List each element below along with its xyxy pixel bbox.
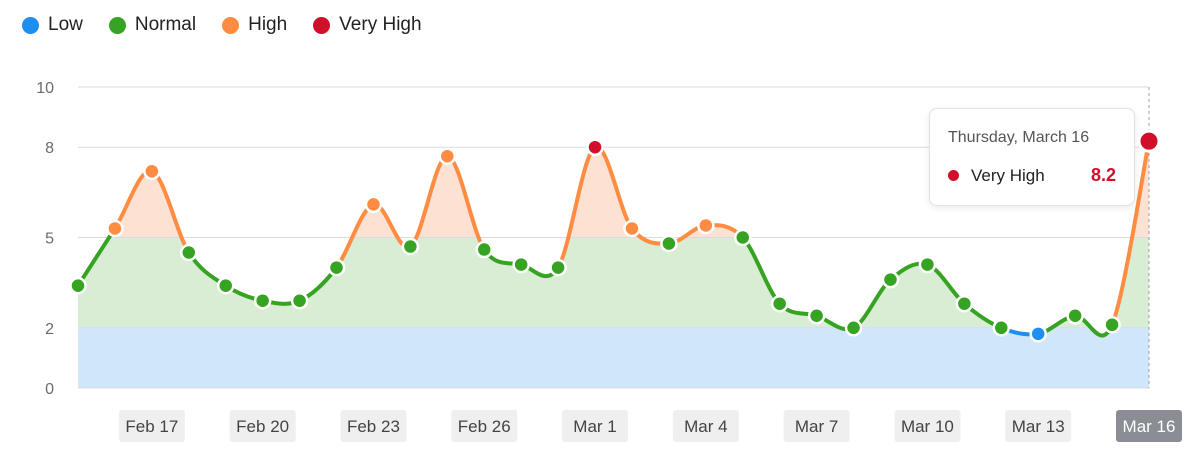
y-tick-label: 5 xyxy=(45,231,54,248)
x-tick-bg xyxy=(118,410,185,442)
data-point xyxy=(918,255,937,274)
legend-label-very-high: Very High xyxy=(339,14,422,35)
x-tick-label: Feb 26 xyxy=(458,417,511,436)
data-point xyxy=(881,270,900,289)
data-point xyxy=(475,240,493,259)
legend-item-normal[interactable]: Normal xyxy=(108,14,197,36)
data-point xyxy=(143,162,161,181)
legend-label-low: Low xyxy=(48,14,83,35)
x-tick-bg xyxy=(451,410,518,442)
data-point xyxy=(1066,307,1084,325)
tooltip-dot xyxy=(948,170,959,181)
y-tick-label: 8 xyxy=(45,140,54,157)
legend-item-high[interactable]: High xyxy=(222,14,287,36)
data-point xyxy=(1137,129,1161,153)
x-tick-label: Mar 4 xyxy=(684,417,727,436)
y-tick-label: 10 xyxy=(36,80,54,97)
tooltip-row: Very High 8.2 xyxy=(948,165,1116,186)
data-point xyxy=(992,319,1011,337)
data-point xyxy=(69,276,87,295)
tooltip-value: 8.2 xyxy=(1090,165,1116,185)
data-point xyxy=(660,234,678,253)
data-point xyxy=(290,291,309,310)
chart-legend: Low Normal High Very High xyxy=(22,14,422,36)
x-tick-bg xyxy=(1005,410,1072,442)
data-point xyxy=(106,219,124,238)
x-tick-label: Mar 1 xyxy=(573,417,616,436)
data-point xyxy=(807,307,826,325)
data-point xyxy=(216,276,235,295)
legend-item-very-high[interactable]: Very High xyxy=(313,14,422,36)
data-point xyxy=(955,294,974,313)
data-point xyxy=(253,291,272,310)
x-tick-bg xyxy=(1116,410,1182,442)
x-tick-label: Feb 20 xyxy=(236,417,289,436)
legend-dot-high xyxy=(222,16,240,34)
legend-label-normal: Normal xyxy=(134,14,197,35)
data-point xyxy=(844,319,863,337)
x-tick-bg xyxy=(672,410,739,442)
x-tick-label: Mar 16 xyxy=(1123,417,1176,436)
legend-item-low[interactable]: Low xyxy=(22,14,83,36)
legend-dot-very-high xyxy=(313,16,331,34)
data-point xyxy=(438,147,457,165)
x-tick-bg xyxy=(229,410,296,442)
series-line-segment xyxy=(1110,139,1151,327)
data-point xyxy=(327,258,346,277)
tooltip-label: Very High xyxy=(971,165,1045,185)
data-point xyxy=(734,228,752,247)
data-point xyxy=(364,195,383,214)
y-tick-label: 2 xyxy=(45,321,54,338)
x-tick-label: Mar 10 xyxy=(901,417,954,436)
band-low xyxy=(78,327,1149,388)
data-point xyxy=(1103,316,1121,334)
legend-dot-low xyxy=(22,16,39,34)
x-tick-bg xyxy=(562,410,629,442)
data-point xyxy=(549,258,567,277)
chart-tooltip: Thursday, March 16 Very High 8.2 xyxy=(929,108,1135,206)
legend-dot-normal xyxy=(108,16,126,34)
data-point xyxy=(697,216,715,235)
x-tick-label: Mar 7 xyxy=(795,417,838,436)
x-tick-bg xyxy=(783,410,850,442)
legend-label-high: High xyxy=(248,14,288,35)
x-tick-label: Feb 23 xyxy=(347,417,400,436)
data-point xyxy=(586,138,604,156)
x-tick-bg xyxy=(340,410,407,442)
data-point xyxy=(512,255,530,274)
y-tick-label: 0 xyxy=(45,381,54,398)
data-point xyxy=(623,219,641,238)
x-tick-bg xyxy=(894,410,961,442)
data-point xyxy=(401,237,420,256)
data-point xyxy=(180,243,198,262)
x-tick-label: Feb 17 xyxy=(125,417,178,436)
tooltip-date: Thursday, March 16 xyxy=(948,129,1090,146)
data-point xyxy=(770,294,789,313)
x-tick-label: Mar 13 xyxy=(1012,417,1065,436)
data-point xyxy=(1029,325,1047,343)
